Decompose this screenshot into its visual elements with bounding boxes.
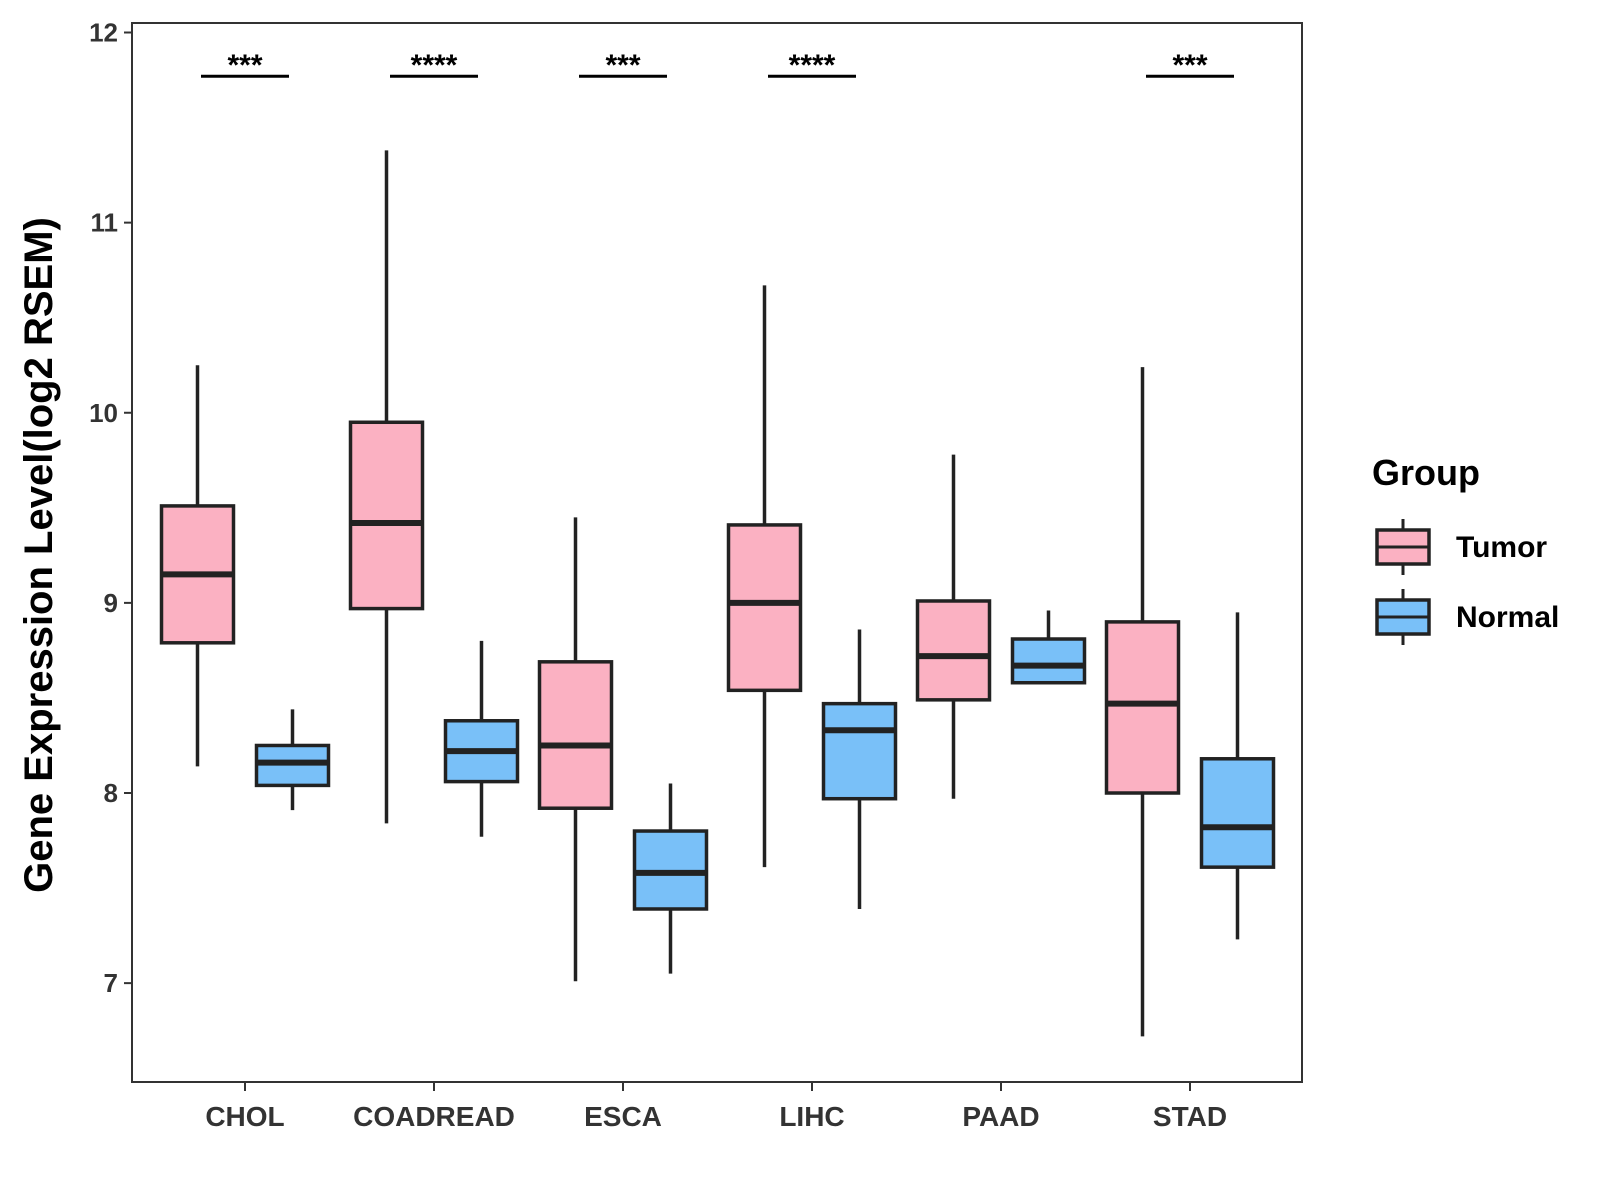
y-tick-label-10: 10 xyxy=(89,398,118,428)
significance-label-stad: *** xyxy=(1172,49,1207,82)
box-tumor-lihc xyxy=(726,285,803,868)
box-normal-coadread xyxy=(443,640,520,837)
box-normal-chol xyxy=(254,709,331,811)
significance-label-chol: *** xyxy=(227,49,262,82)
box-normal-stad xyxy=(1199,612,1276,940)
iqr-box-normal-lihc xyxy=(821,701,898,801)
box-normal-lihc xyxy=(821,629,898,909)
x-tick-label-paad: PAAD xyxy=(962,1101,1039,1132)
y-tick-label-8: 8 xyxy=(104,778,118,808)
box-tumor-coadread xyxy=(348,150,425,824)
plot-area: *** **** *** **** *** xyxy=(159,49,1276,1037)
legend-label-tumor: Tumor xyxy=(1456,531,1547,564)
y-tick-label-7: 7 xyxy=(104,968,118,998)
y-axis-title: Gene Expression Level(log2 RSEM) xyxy=(17,217,61,893)
x-tick-label-chol: CHOL xyxy=(205,1101,284,1132)
significance-label-lihc: **** xyxy=(789,49,836,82)
iqr-box-tumor-lihc xyxy=(726,523,803,693)
panel-border xyxy=(131,22,1303,1083)
legend-label-normal: Normal xyxy=(1456,601,1559,634)
box-normal-paad xyxy=(1010,610,1087,685)
x-tick-label-coadread: COADREAD xyxy=(353,1101,515,1132)
axes: 7 8 9 10 11 12 CHOL COADREAD ESCA LIHC PAAD STAD xyxy=(89,18,1303,1132)
y-tick-label-9: 9 xyxy=(104,588,118,618)
box-tumor-stad xyxy=(1104,367,1181,1037)
iqr-box-normal-stad xyxy=(1199,757,1276,869)
iqr-box-tumor-esca xyxy=(537,660,614,810)
significance-label-coadread: **** xyxy=(411,49,458,82)
y-tick-label-11: 11 xyxy=(91,208,119,238)
box-normal-esca xyxy=(632,783,709,974)
iqr-box-normal-paad xyxy=(1010,637,1087,685)
x-tick-label-stad: STAD xyxy=(1153,1101,1227,1132)
legend-title: Group xyxy=(1372,452,1480,493)
box-tumor-paad xyxy=(915,454,992,799)
box-tumor-esca xyxy=(537,517,614,982)
significance-label-esca: *** xyxy=(605,49,640,82)
box-tumor-chol xyxy=(159,365,236,767)
iqr-box-tumor-coadread xyxy=(348,420,425,611)
legend-key-normal xyxy=(1375,589,1431,645)
y-tick-label-12: 12 xyxy=(89,18,118,48)
legend-key-tumor xyxy=(1375,519,1431,575)
x-tick-label-lihc: LIHC xyxy=(779,1101,844,1132)
x-tick-label-esca: ESCA xyxy=(584,1101,662,1132)
iqr-box-tumor-paad xyxy=(915,599,992,702)
legend: Group Tumor Normal xyxy=(1372,452,1559,645)
iqr-box-tumor-stad xyxy=(1104,620,1181,795)
